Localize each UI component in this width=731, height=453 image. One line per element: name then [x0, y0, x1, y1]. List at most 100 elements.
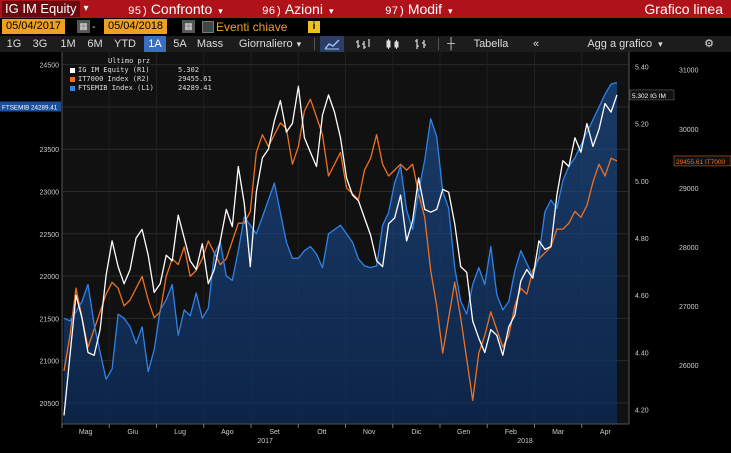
ftsemib-series-line [63, 81, 618, 380]
left-axis-tick-label: 22500 [40, 232, 60, 239]
calendar-icon[interactable]: ▦ [77, 20, 90, 33]
x-tick-label: Mar [552, 429, 565, 436]
key-events-checkbox[interactable] [202, 21, 214, 33]
crosshair-icon[interactable]: ┼ [447, 38, 455, 50]
table-button[interactable]: Tabella [473, 38, 509, 50]
ticker-field[interactable]: IG IM Equity [2, 1, 80, 17]
period-button[interactable]: Mass [196, 38, 224, 50]
ohlc-chart-icon[interactable] [352, 36, 374, 52]
date-range-bar: 05/04/2017 ▦ - 05/04/2018 ▦ Eventi chiav… [0, 18, 731, 36]
menu-azioni[interactable]: 96) Azioni ▾ [262, 0, 333, 18]
right-axis-2-tick-label: 26000 [679, 363, 699, 370]
x-tick-label: Set [269, 429, 280, 436]
last-value-tags: 5.302 IG IM 29455.61 IT7000 FTSEMIB 24289.… [0, 89, 731, 167]
left-axis-tick-label: 21000 [40, 359, 60, 366]
gear-icon[interactable]: ⚙ [704, 38, 714, 50]
chevron-down-icon: ▾ [296, 39, 302, 49]
separator [438, 38, 439, 50]
period-button-active[interactable]: 1A [144, 36, 166, 52]
left-axis-tick-label: 24500 [40, 63, 60, 70]
line-chart: 2050021000215002200022500230002350024000… [0, 52, 731, 448]
legend-entry: IT7000 Index (R2) 29455.61 [70, 75, 212, 84]
end-date-field[interactable]: 05/04/2018 [104, 19, 168, 34]
calendar-icon[interactable]: ▦ [182, 20, 195, 33]
legend-name: IG IM Equity (R1) [78, 66, 150, 74]
line-chart-icon[interactable] [320, 36, 344, 52]
left-axis-tick-label: 23500 [40, 147, 60, 154]
period-button[interactable]: 3G [32, 38, 48, 50]
menu-azioni-number: 96) [262, 6, 282, 18]
period-toolbar: 1G 3G 1M 6M YTD 1A 5A Mass Giornaliero ▾ … [0, 36, 731, 52]
right-axis-1-tick-label: 5.00 [635, 179, 649, 186]
legend-name: IT7000 Index (R2) [78, 75, 150, 83]
legend-value: 5.302 [178, 66, 200, 74]
axes: 2050021000215002200022500230002350024000… [40, 52, 699, 445]
x-tick-label: Feb [505, 429, 517, 436]
legend-value: 29455.61 [178, 75, 212, 83]
legend-swatch [70, 77, 75, 82]
add-to-chart-label: Agg a grafico [587, 38, 653, 50]
collapse-left-icon[interactable]: « [532, 38, 540, 50]
period-button[interactable]: 1M [60, 38, 76, 50]
legend-swatch [70, 68, 75, 73]
start-date-field[interactable]: 05/04/2017 [2, 19, 66, 34]
chevron-down-icon: ▾ [218, 6, 223, 16]
chevron-down-icon: ▾ [658, 39, 663, 49]
right-axis-2-tick-label: 28000 [679, 245, 699, 252]
left-axis-tick-label: 22000 [40, 274, 60, 281]
period-button[interactable]: 1G [6, 38, 22, 50]
legend-swatch [70, 86, 75, 91]
menu-azioni-label: Azioni [284, 1, 323, 17]
menu-modif-label: Modif [407, 1, 443, 17]
right-axis-2-tick-label: 29000 [679, 186, 699, 193]
ticker-dropdown-icon[interactable]: ▾ [83, 3, 89, 14]
menu-confronto-number: 95) [128, 6, 148, 18]
menu-confronto-label: Confronto [150, 1, 213, 17]
right-axis-1-tick-label: 4.40 [635, 350, 649, 357]
x-tick-label: Dic [411, 429, 422, 436]
left-axis-tick-label: 20500 [40, 401, 60, 408]
chevron-down-icon: ▾ [448, 6, 453, 16]
ig-series-line [63, 85, 618, 416]
x-tick-label: Gen [457, 429, 470, 436]
legend-value: 24289.41 [178, 84, 212, 92]
chart-canvas: 2050021000215002200022500230002350024000… [0, 52, 731, 448]
chart-legend: Ultimo prz IG IM Equity (R1) 5.302 IT700… [70, 57, 212, 93]
add-to-chart-button[interactable]: Agg a grafico ▾ [560, 36, 690, 52]
right-axis-2-tick-label: 31000 [679, 68, 699, 75]
window-title: Grafico linea [644, 1, 723, 17]
period-button[interactable]: 6M [87, 38, 103, 50]
year-label: 2018 [517, 438, 533, 445]
right-axis-1-tick-label: 5.20 [635, 122, 649, 129]
x-tick-label: Ago [221, 429, 234, 436]
bar-style-icon[interactable] [410, 36, 432, 52]
ig-last-value-text: 5.302 IG IM [632, 93, 666, 100]
menu-confronto[interactable]: 95) Confronto ▾ [128, 0, 223, 18]
legend-entry: FTSEMIB Index (L1) 24289.41 [70, 84, 212, 93]
chevron-down-icon: ▾ [328, 6, 334, 16]
menu-modif-number: 97) [385, 6, 405, 18]
legend-name: FTSEMIB Index (L1) [78, 84, 154, 92]
frequency-select[interactable]: Giornaliero ▾ [230, 36, 310, 52]
year-label: 2017 [257, 438, 273, 445]
right-axis-1-tick-label: 4.60 [635, 293, 649, 300]
top-command-bar: IG IM Equity ▾ 95) Confronto ▾ 96) Azioni ▾ … [0, 0, 731, 18]
x-tick-label: Mag [79, 429, 93, 436]
candlestick-icon[interactable] [382, 36, 404, 52]
left-axis-tick-label: 21500 [40, 316, 60, 323]
legend-header: Ultimo prz [108, 57, 151, 65]
frequency-value: Giornaliero [238, 38, 293, 50]
period-button[interactable]: YTD [114, 38, 136, 50]
right-axis-2-tick-label: 30000 [679, 127, 699, 134]
x-tick-label: Nov [363, 429, 376, 436]
menu-modif[interactable]: 97) Modif ▾ [385, 0, 453, 18]
period-button[interactable]: 5A [173, 38, 187, 50]
separator [314, 38, 315, 50]
left-axis-tick-label: 23000 [40, 190, 60, 197]
it7000-last-value-tag [673, 155, 731, 167]
ig-last-value-tag [629, 89, 675, 101]
x-tick-label: Ott [317, 429, 326, 436]
ftsemib-last-value-tag [0, 101, 61, 112]
series-layer [63, 81, 618, 424]
info-icon[interactable]: i [308, 21, 320, 33]
